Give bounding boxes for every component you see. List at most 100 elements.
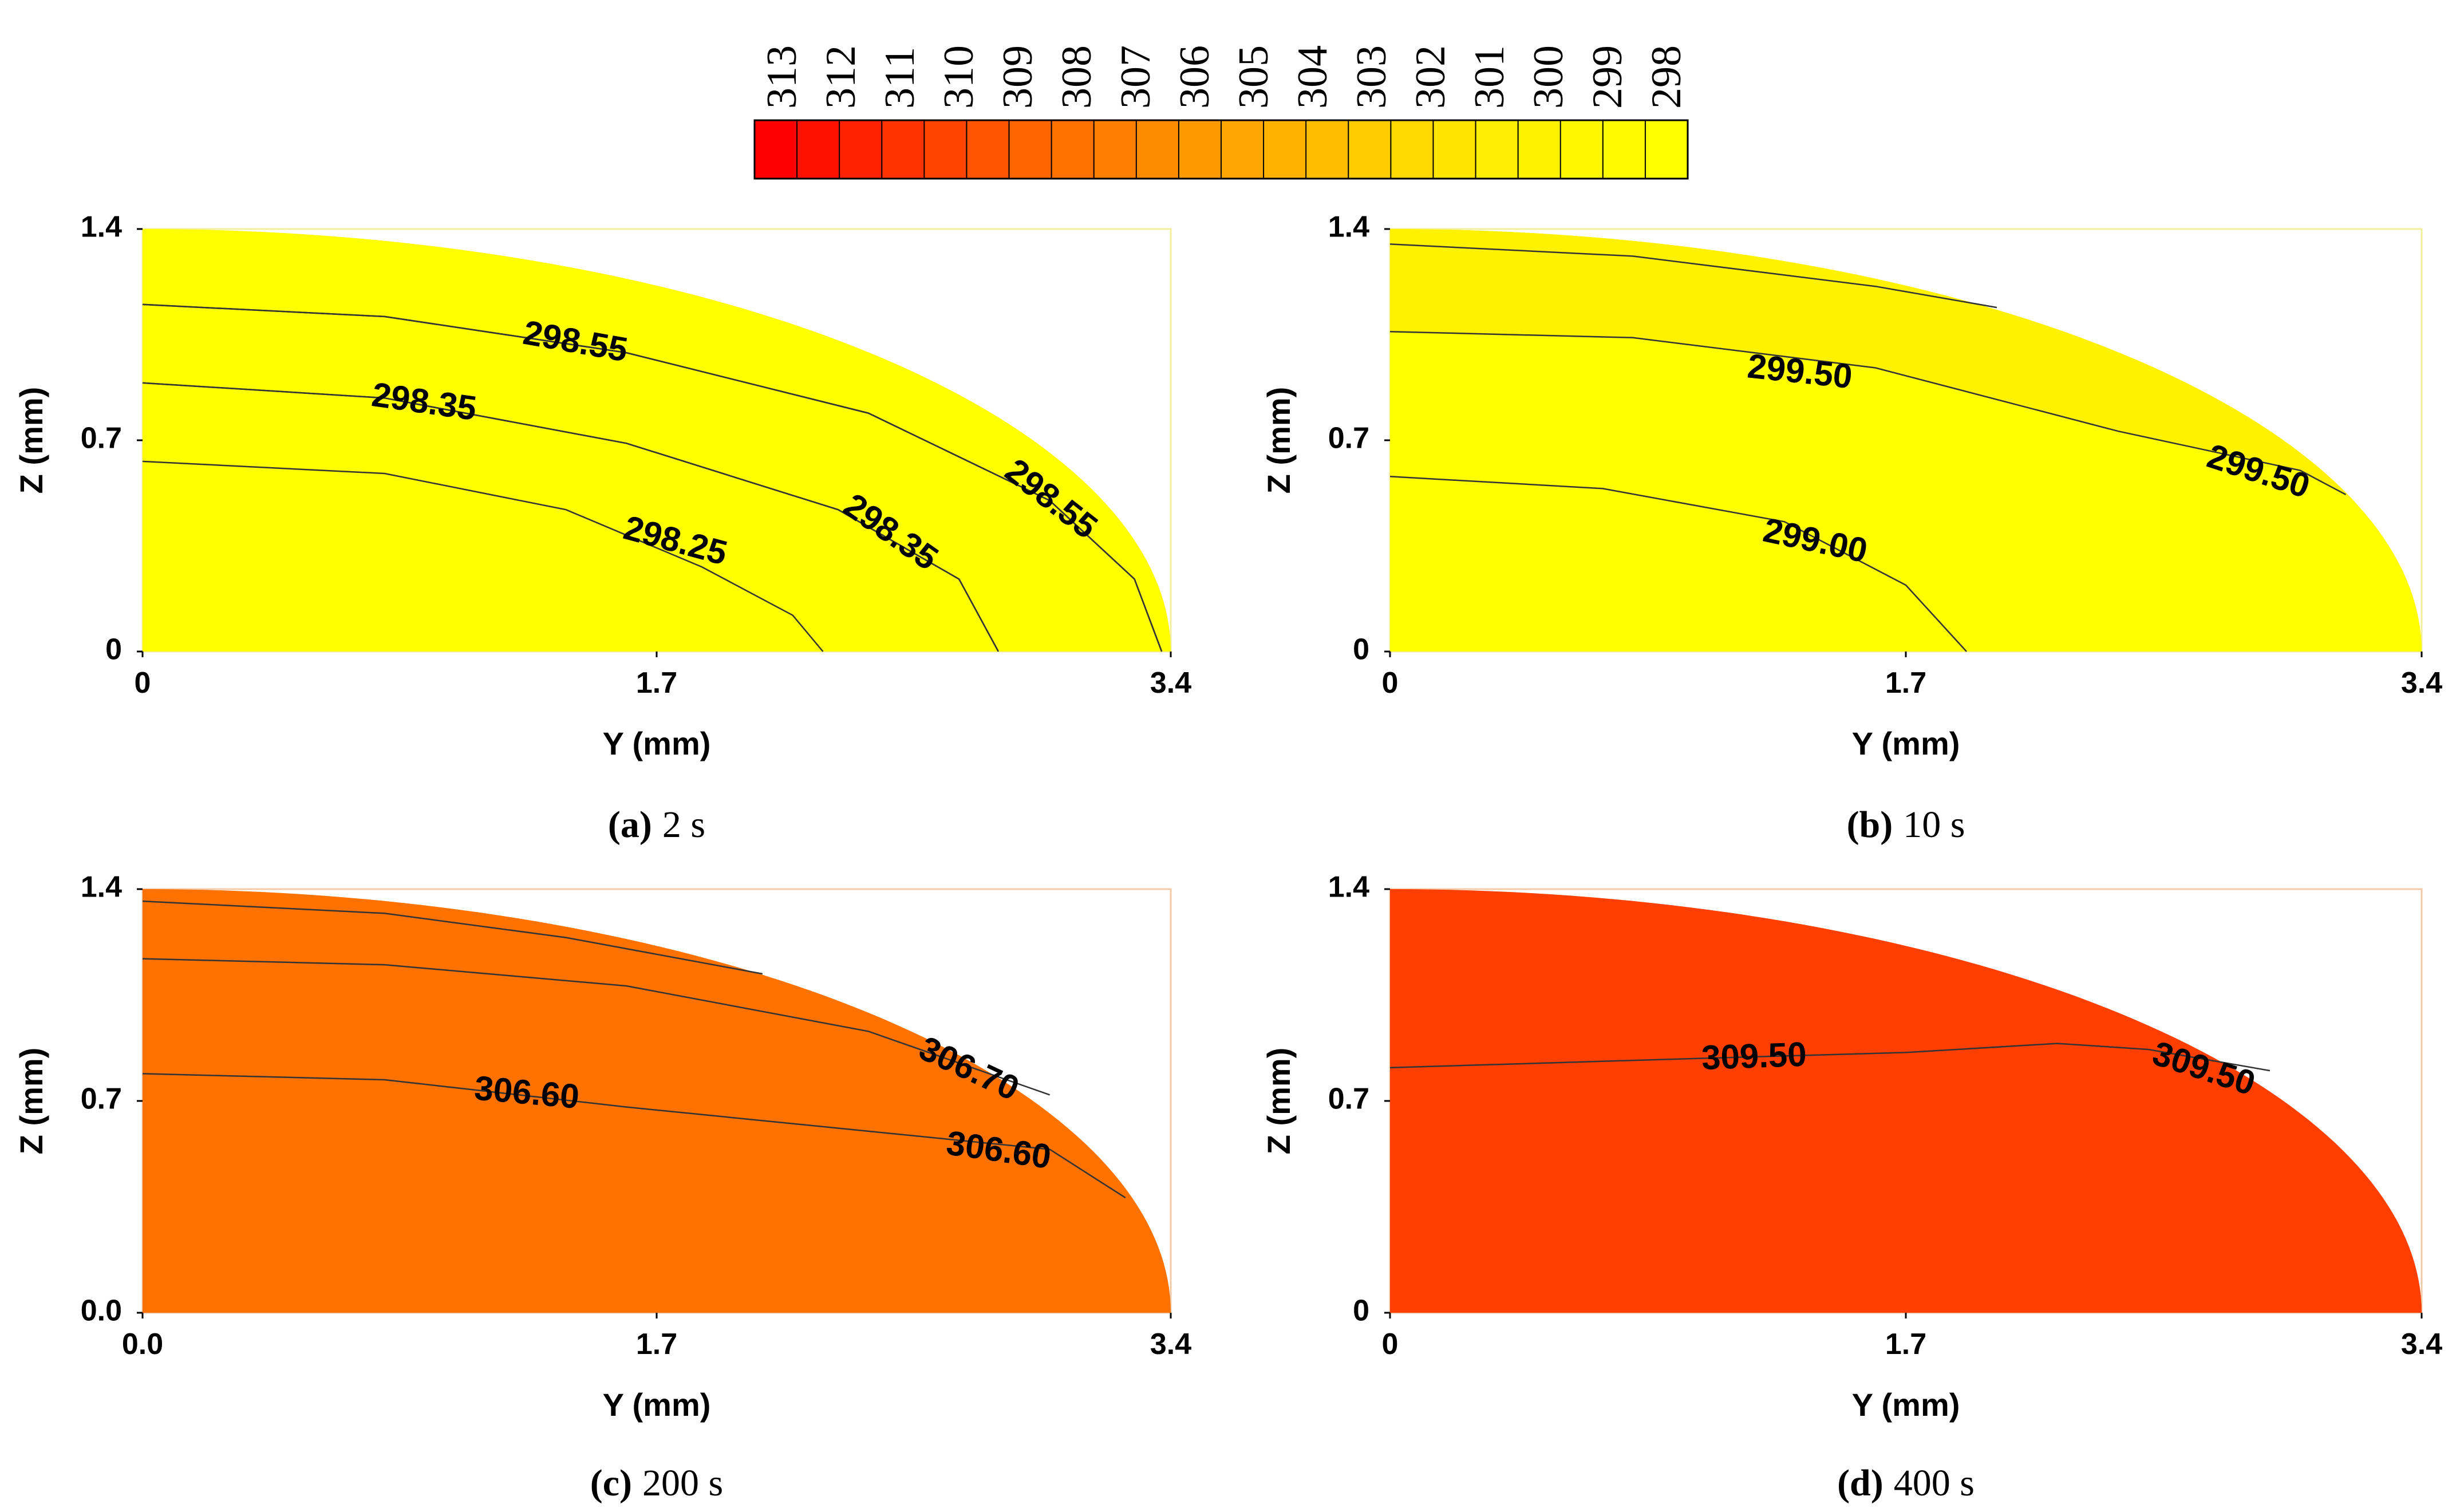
y-tick-label: 0.7 [81,422,122,455]
contour-line [142,460,824,652]
colorbar-swatch [1348,120,1392,179]
panel-caption: (d) 400 s [1837,1462,1975,1504]
panel-caption: (c) 200 s [590,1462,723,1504]
y-tick-label: 1.4 [1328,211,1369,244]
colorbar-swatch [1602,120,1646,179]
y-tick-label: 1.4 [81,871,122,904]
contour-label: 309.50 [1701,1035,1807,1077]
colorbar-swatch [839,120,883,179]
colorbar-label: 307 [1112,45,1159,109]
caption-letter: (a) [608,804,652,846]
caption-letter: (c) [590,1462,632,1504]
droplet-field [143,889,1171,1313]
contour-label: 306.60 [473,1068,581,1116]
x-axis-label: Y (mm) [603,725,711,761]
y-tick-label: 0.7 [1328,422,1369,455]
colorbar-swatch [1093,120,1138,179]
y-axis-label: Z (mm) [1261,387,1297,494]
droplet-field [1390,889,2422,1313]
colorbar-legend: 313 312 311 310 309 308 307 306 305 304 303 302 301 3… [753,45,1690,180]
y-tick-label: 0 [1353,633,1369,666]
contour-line [142,900,763,975]
contour-line [142,303,1163,652]
x-tick-label: 0 [1382,666,1399,700]
colorbar-swatch [1475,120,1519,179]
y-tick-label: 1.4 [81,211,122,244]
colorbar-label: 303 [1348,45,1395,109]
colorbar-label: 301 [1466,45,1513,109]
colorbar-label: 309 [994,45,1041,109]
colorbar-label: 305 [1230,45,1277,109]
droplet-field [143,229,1171,652]
colorbar-label: 308 [1053,45,1100,109]
y-tick-label: 0.7 [1328,1083,1369,1116]
colorbar-swatch [1517,120,1562,179]
caption-time: 10 s [1903,804,1965,846]
colorbar-label: 312 [818,45,864,109]
colorbar-frame [753,119,1689,180]
colorbar-swatch [1008,120,1053,179]
colorbar-swatch [1432,120,1477,179]
x-tick-label: 1.7 [1885,666,1926,700]
x-tick-label: 1.7 [636,666,677,700]
x-tick-label: 3.4 [2401,666,2442,700]
y-axis-label: Z (mm) [13,387,49,494]
colorbar-label: 304 [1289,45,1336,109]
x-tick-label: 1.7 [636,1328,677,1361]
colorbar-swatch [1263,120,1307,179]
panel-caption: (a) 2 s [608,804,705,846]
y-axis-label: Z (mm) [13,1048,49,1155]
colorbar-swatch [1559,120,1604,179]
colorbar-swatch [1221,120,1265,179]
x-tick-label: 0.0 [122,1328,163,1361]
colorbar-swatch [1644,120,1689,179]
contour-line [1389,330,2347,496]
panel-caption: (b) 10 s [1847,804,1965,846]
x-axis-label: Y (mm) [1852,725,1960,761]
colorbar-swatch [1051,120,1095,179]
x-tick-label: 3.4 [1150,1328,1191,1361]
colorbar-swatch [881,120,925,179]
caption-letter: (d) [1837,1462,1884,1504]
caption-time: 400 s [1894,1462,1975,1504]
caption-time: 2 s [662,804,705,846]
colorbar-label: 311 [876,47,923,109]
colorbar-label: 300 [1525,45,1572,109]
colorbar-swatch [1390,120,1434,179]
contour-line [1389,476,1967,652]
y-axis-label: Z (mm) [1261,1048,1297,1155]
colorbar-swatch [796,120,840,179]
colorbar-label: 313 [759,45,805,109]
x-tick-label: 3.4 [1150,666,1191,700]
colorbar-label: 302 [1407,45,1454,109]
y-tick-label: 0 [1353,1294,1369,1328]
y-tick-label: 0.7 [81,1083,122,1116]
caption-letter: (b) [1847,804,1893,846]
contour-line [142,1073,1126,1199]
x-tick-label: 1.7 [1885,1328,1926,1361]
contour-line [142,382,999,652]
y-tick-label: 1.4 [1328,871,1369,904]
x-tick-label: 3.4 [2401,1328,2442,1361]
x-axis-label: Y (mm) [603,1387,711,1423]
colorbar-swatch [1305,120,1349,179]
colorbar-label: 299 [1584,45,1631,109]
contour-line [1389,243,1997,309]
colorbar-swatch [1178,120,1222,179]
x-tick-label: 0 [135,666,151,700]
x-axis-label: Y (mm) [1852,1387,1960,1423]
colorbar-swatch [923,120,968,179]
contour-panel-d: 309.50 309.500 1.7 3.400.71.4Y (mm)Z (mm)(d… [1261,871,2442,1504]
colorbar-swatch [966,120,1010,179]
x-tick-label: 0 [1382,1328,1399,1361]
y-tick-label: 0.0 [81,1294,122,1328]
contour-line [142,958,1051,1096]
colorbar-label: 298 [1643,45,1690,109]
contour-line [1389,1043,2271,1072]
colorbar-swatch [754,120,798,179]
colorbar-label: 306 [1171,45,1218,109]
